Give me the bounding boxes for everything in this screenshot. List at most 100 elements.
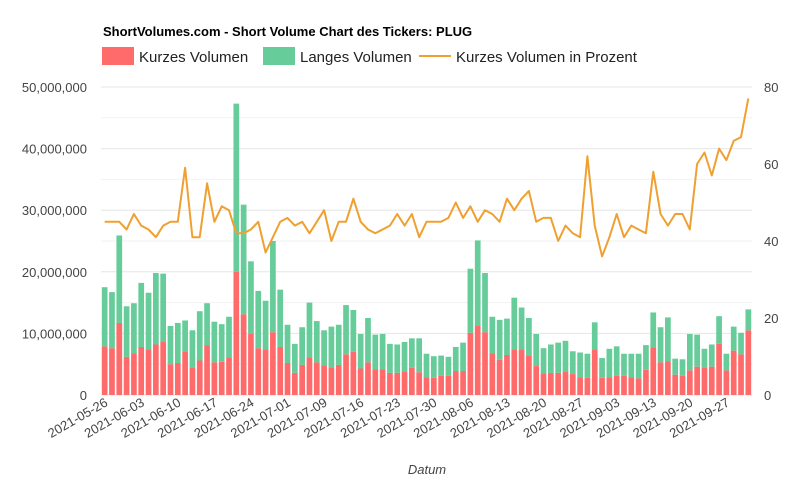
bar-short xyxy=(416,372,423,395)
legend-swatch-long xyxy=(263,47,295,65)
bar-long xyxy=(489,316,496,354)
bar-short xyxy=(321,365,327,395)
bar-short xyxy=(643,369,649,395)
bars xyxy=(101,103,752,395)
bar-long xyxy=(394,344,401,373)
bar-long xyxy=(306,302,313,358)
bar-long xyxy=(270,241,276,333)
bar-long xyxy=(299,327,306,365)
bar-long xyxy=(116,235,123,323)
bar-short xyxy=(679,375,686,395)
bar-long xyxy=(591,322,598,350)
bar-long xyxy=(504,318,510,355)
bar-long xyxy=(438,355,444,376)
bar-long xyxy=(635,353,642,379)
bar-long xyxy=(357,334,364,369)
bar-long xyxy=(101,287,108,347)
bar-long xyxy=(430,356,437,378)
bar-short xyxy=(277,346,284,395)
bar-short xyxy=(306,357,313,395)
bar-long xyxy=(196,311,203,361)
bar-long xyxy=(533,334,540,367)
left-tick-label: 20,000,000 xyxy=(22,265,87,280)
bar-long xyxy=(167,326,174,365)
bar-short xyxy=(248,334,254,395)
bar-long xyxy=(672,358,679,375)
bar-long xyxy=(657,327,664,363)
bar-short xyxy=(379,369,386,395)
bar-long xyxy=(335,324,342,365)
bar-short xyxy=(438,375,444,395)
bar-long xyxy=(291,343,298,373)
bar-short xyxy=(394,372,401,395)
bar-short xyxy=(409,367,415,395)
bar-short xyxy=(138,346,145,395)
bar-short xyxy=(101,346,108,395)
bar-short xyxy=(211,362,218,395)
bar-short xyxy=(555,372,562,395)
bar-long xyxy=(452,346,459,371)
bar-long xyxy=(569,351,576,375)
bar-short xyxy=(489,353,496,395)
bar-short xyxy=(738,354,744,395)
bar-long xyxy=(723,353,730,371)
bar-short xyxy=(160,342,167,395)
bar-long xyxy=(518,307,525,350)
bar-long xyxy=(387,343,393,373)
bar-short xyxy=(145,349,152,395)
bar-short xyxy=(255,348,262,395)
bar-short xyxy=(328,367,335,395)
bar-long xyxy=(109,292,115,349)
bar-long xyxy=(606,348,613,378)
bar-long xyxy=(665,317,671,362)
bar-short xyxy=(474,326,481,395)
bar-long xyxy=(226,316,232,358)
bar-short xyxy=(445,375,452,395)
bar-short xyxy=(460,370,466,395)
bar-long xyxy=(401,342,408,372)
bar-long xyxy=(730,326,737,351)
bar-long xyxy=(262,300,269,350)
bar-short xyxy=(701,367,708,395)
bar-short xyxy=(606,377,613,395)
bar-short xyxy=(511,349,518,395)
right-tick-label: 60 xyxy=(764,157,778,172)
bar-long xyxy=(409,338,415,368)
bar-short xyxy=(599,377,605,395)
legend-label-short: Kurzes Volumen xyxy=(139,49,248,66)
bar-long xyxy=(189,330,196,368)
bar-short xyxy=(569,374,576,395)
bar-long xyxy=(423,353,430,378)
bar-short xyxy=(540,373,547,395)
x-axis: 2021-05-262021-06-032021-06-102021-06-17… xyxy=(45,395,732,441)
bar-short xyxy=(621,375,627,395)
bar-short xyxy=(335,364,342,395)
bar-short xyxy=(635,378,642,395)
bar-short xyxy=(284,362,291,395)
bar-long xyxy=(643,345,649,370)
bar-short xyxy=(313,362,320,395)
bar-long xyxy=(613,346,620,376)
bar-short xyxy=(123,356,130,395)
bar-long xyxy=(526,318,532,356)
bar-long xyxy=(467,268,474,333)
bar-short xyxy=(591,349,598,395)
bar-short xyxy=(496,359,503,395)
right-tick-label: 80 xyxy=(764,80,778,95)
bar-short xyxy=(131,353,137,395)
bar-short xyxy=(723,370,730,395)
bar-long xyxy=(555,342,562,373)
bar-long xyxy=(650,312,657,348)
legend-label-long: Langes Volumen xyxy=(300,49,412,66)
right-tick-label: 20 xyxy=(764,311,778,326)
legend-swatch-short xyxy=(102,47,134,65)
bar-long xyxy=(628,353,635,378)
bar-short xyxy=(504,354,510,395)
bar-long xyxy=(211,321,218,363)
bar-long xyxy=(738,332,744,355)
bar-short xyxy=(365,362,371,395)
bar-long xyxy=(745,309,752,331)
right-tick-label: 40 xyxy=(764,234,778,249)
bar-short xyxy=(109,348,115,395)
bar-short xyxy=(357,368,364,395)
